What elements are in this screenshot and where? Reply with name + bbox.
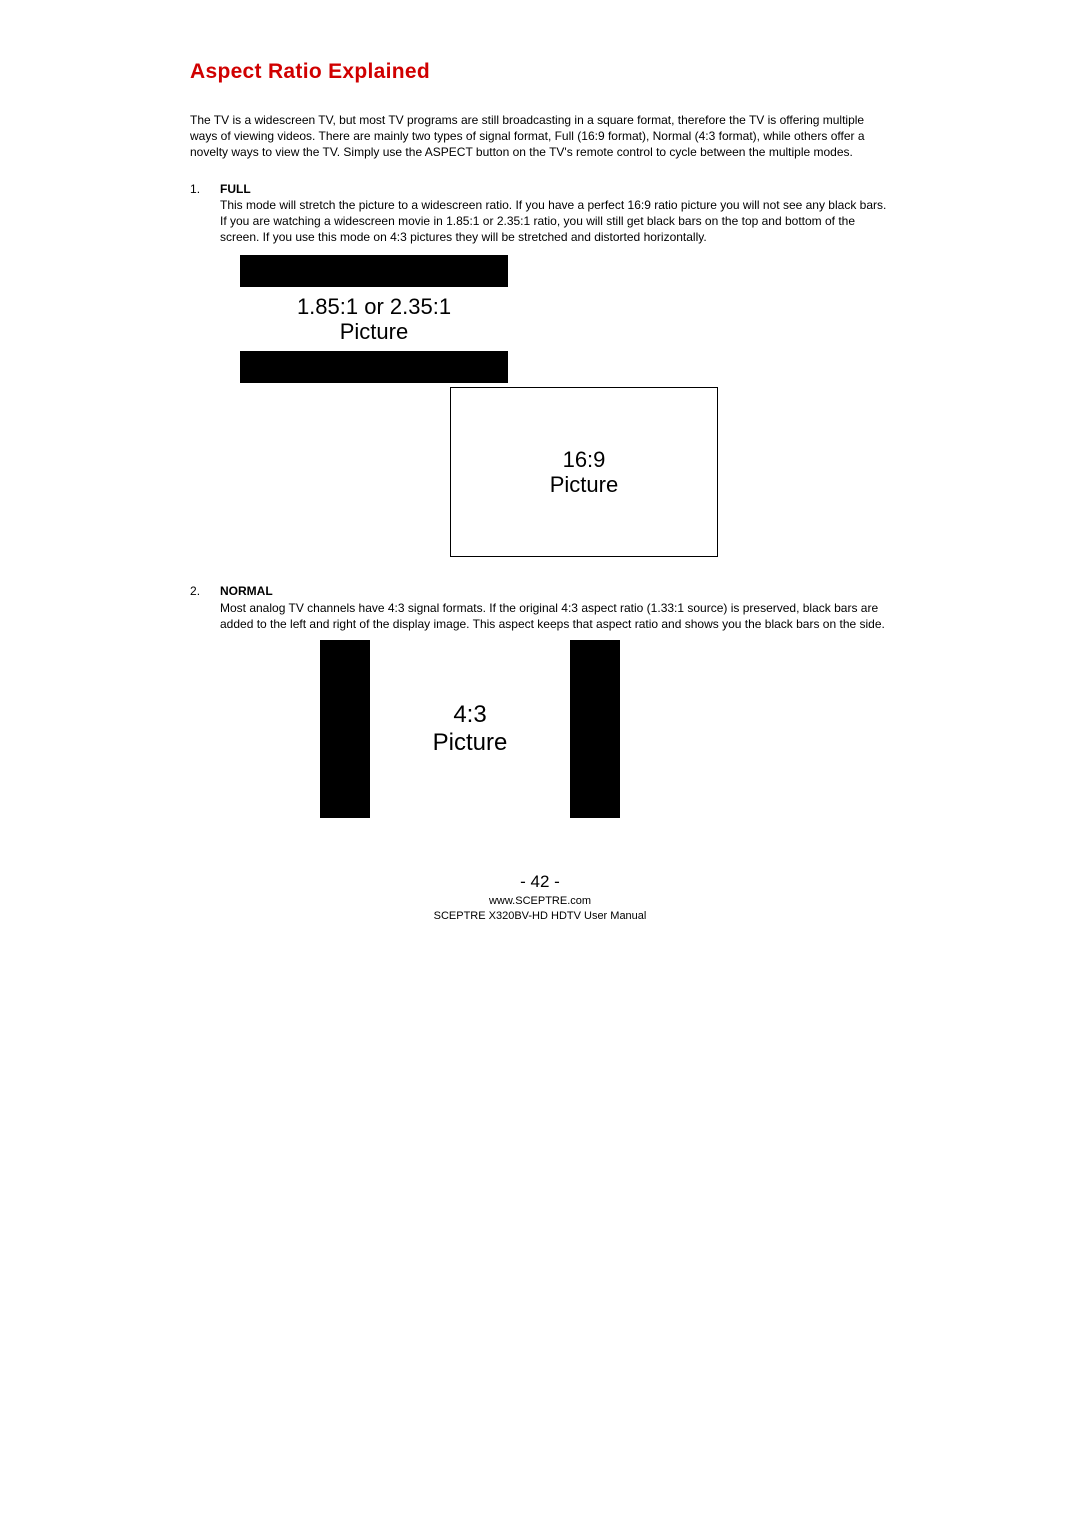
letterbox-bar-top	[240, 255, 508, 287]
item-body-normal: Most analog TV channels have 4:3 signal …	[220, 600, 890, 632]
section-title: Aspect Ratio Explained	[190, 60, 890, 84]
letterbox-bar-bottom	[240, 351, 508, 383]
diagram-normal-pillarbox: 4:3 Picture	[320, 640, 620, 818]
diagram-normal-line1: 4:3	[453, 701, 486, 729]
item-body-full: This mode will stretch the picture to a …	[220, 197, 890, 246]
diagram-169-line1: 16:9	[563, 447, 606, 472]
diagram-full-label: 1.85:1 or 2.35:1 Picture	[240, 287, 508, 351]
pillarbox-bar-right	[570, 640, 620, 818]
document-page: Aspect Ratio Explained The TV is a wides…	[0, 0, 1080, 1528]
diagram-sixteen-nine: 16:9 Picture	[450, 387, 718, 557]
footer-manual: SCEPTRE X320BV-HD HDTV User Manual	[0, 909, 1080, 923]
page-footer: - 42 - www.SCEPTRE.com SCEPTRE X320BV-HD…	[0, 872, 1080, 923]
pillarbox-bar-left	[320, 640, 370, 818]
item-title-full: FULL	[220, 182, 251, 196]
diagram-full-line2: Picture	[340, 319, 408, 344]
diagram-full-letterbox: 1.85:1 or 2.35:1 Picture	[240, 255, 508, 383]
diagram-normal-label: 4:3 Picture	[370, 640, 570, 818]
diagram-169-line2: Picture	[550, 472, 618, 497]
item-title-normal: NORMAL	[220, 584, 273, 598]
diagram-full-line1: 1.85:1 or 2.35:1	[297, 294, 451, 319]
mode-list: FULL This mode will stretch the picture …	[190, 181, 890, 818]
footer-url: www.SCEPTRE.com	[0, 894, 1080, 908]
spacer	[220, 557, 890, 577]
diagram-normal-line2: Picture	[433, 729, 508, 757]
page-number: - 42 -	[0, 872, 1080, 892]
list-item-full: FULL This mode will stretch the picture …	[190, 181, 890, 578]
list-item-normal: NORMAL Most analog TV channels have 4:3 …	[190, 583, 890, 818]
intro-paragraph: The TV is a widescreen TV, but most TV p…	[190, 112, 890, 161]
